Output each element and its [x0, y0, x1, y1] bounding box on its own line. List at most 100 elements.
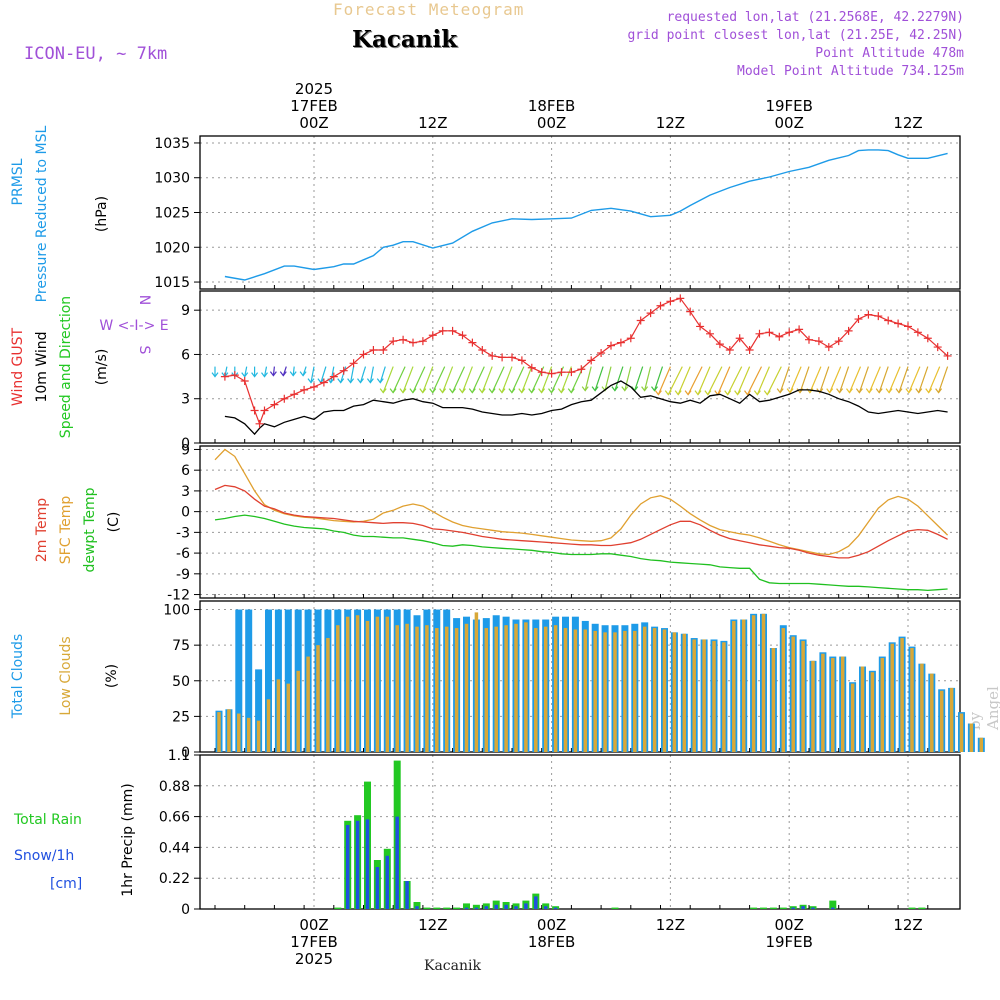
clouds-bars [215, 609, 985, 752]
low-cloud-bar [593, 630, 597, 752]
wind-arrow [624, 366, 632, 391]
wind-arrow-head [581, 386, 589, 392]
gust-marker [399, 335, 408, 344]
gust-marker [567, 368, 576, 377]
snow-bar [524, 903, 528, 909]
snow-bar [801, 906, 805, 909]
wind-arrow-head [379, 388, 387, 394]
gust-marker [646, 309, 655, 318]
wind-arrow-head [664, 390, 672, 396]
gust-marker [508, 353, 516, 362]
wind-arrow-head [538, 388, 546, 394]
wind-arrow [451, 366, 466, 393]
y-tick-label: 1015 [154, 275, 190, 291]
gust-marker [894, 319, 903, 328]
wind-arrow [888, 366, 901, 393]
wind-arrow [868, 366, 881, 393]
wind-arrow-head [241, 372, 249, 378]
y-tick-label: 0.66 [159, 810, 190, 826]
wind-arrow [422, 366, 434, 393]
gust-marker [418, 337, 427, 346]
low-cloud-bar [603, 632, 607, 752]
wind-arrow [382, 366, 394, 393]
y-tick-label: 9 [181, 442, 190, 458]
y-tick-label: 1020 [154, 240, 190, 256]
low-cloud-bar [623, 630, 627, 752]
bottom-location-label: Kacanik [424, 958, 481, 974]
wind-arrow-head [261, 372, 268, 378]
wind-direction-arrows [211, 366, 949, 396]
total-cloud-bar [235, 609, 243, 752]
temperature-panel: -12 -9 -6 -3 0 3 6 9 [167, 442, 961, 604]
gust-marker [280, 394, 289, 403]
wind-arrow-head [674, 390, 682, 396]
gust-marker [874, 312, 883, 321]
low-cloud-bar [979, 737, 984, 752]
gust-marker [498, 353, 507, 362]
precipitation-frame [199, 754, 961, 910]
wind-arrow [491, 366, 505, 393]
gust-marker [805, 335, 813, 344]
wind-arrow [819, 366, 830, 393]
wind-arrow-head [478, 388, 486, 394]
wind-panel: 0 3 6 9 [181, 290, 961, 452]
low-cloud-bar [811, 660, 815, 752]
gust-marker [290, 390, 299, 399]
time-tick-label: 00Z [299, 916, 328, 934]
gust-marker [626, 334, 635, 343]
wind-arrow [432, 366, 446, 393]
low-clouds-label: Low Clouds [58, 636, 74, 715]
low-cloud-bar [672, 632, 677, 752]
wind-arrow [594, 366, 604, 391]
wind-arrow [848, 366, 862, 393]
wind-arrow [584, 366, 592, 391]
wind-arrow-head [684, 390, 692, 396]
compass-west-east: W <-I-> E [99, 318, 168, 334]
snow-bar [405, 881, 409, 909]
wind-arrow [330, 366, 335, 383]
wind-arrow-head [488, 388, 496, 394]
gust-marker [696, 322, 705, 331]
wind-arrow-head [905, 388, 913, 394]
low-cloud-bar [355, 615, 360, 752]
snow-bar [543, 906, 548, 909]
wind-arrow-head [744, 390, 751, 396]
wind-arrow-head [786, 388, 794, 394]
wind-arrow [644, 366, 652, 391]
clouds-frame [199, 600, 961, 753]
wind-arrow-head [289, 371, 297, 377]
pressure-label: PRMSL [10, 158, 26, 205]
gust-marker [923, 334, 932, 343]
wind-arrow [697, 366, 711, 395]
snow-bar [553, 907, 558, 909]
wind-arrow [634, 366, 644, 391]
time-tick-label: 12Z [418, 114, 447, 132]
time-tick-label: 19FEB [765, 97, 812, 115]
y-tick-label: 0 [181, 902, 190, 918]
wind-arrow [244, 366, 248, 377]
wind-arrow [908, 366, 921, 393]
wind-arrow [809, 366, 822, 393]
wind-arrow [829, 366, 842, 393]
y-tick-label: 1030 [154, 171, 190, 187]
wind-arrow-head [567, 388, 575, 394]
location-title: Kacanik [352, 26, 458, 53]
wind-arrow-head [366, 378, 374, 384]
gust-marker [686, 307, 695, 316]
y-tick-label: -12 [167, 588, 190, 604]
snow-bar [385, 855, 390, 909]
low-cloud-bar [514, 623, 518, 752]
wind-dir-label: Speed and Direction [58, 296, 74, 438]
wind-arrow-head [641, 386, 649, 392]
wind-arrow-head [508, 388, 516, 394]
rain-bar [334, 907, 342, 909]
low-cloud-bar [286, 683, 291, 752]
rain-legend: Total Rain [13, 812, 82, 828]
wind-arrow [412, 366, 426, 393]
gust-marker [587, 356, 596, 365]
low-cloud-bar [949, 687, 954, 752]
wind-arrow-head [279, 371, 287, 377]
low-cloud-bar [385, 616, 390, 752]
gust-marker [230, 371, 239, 380]
y-tick-label: 0 [181, 745, 190, 761]
